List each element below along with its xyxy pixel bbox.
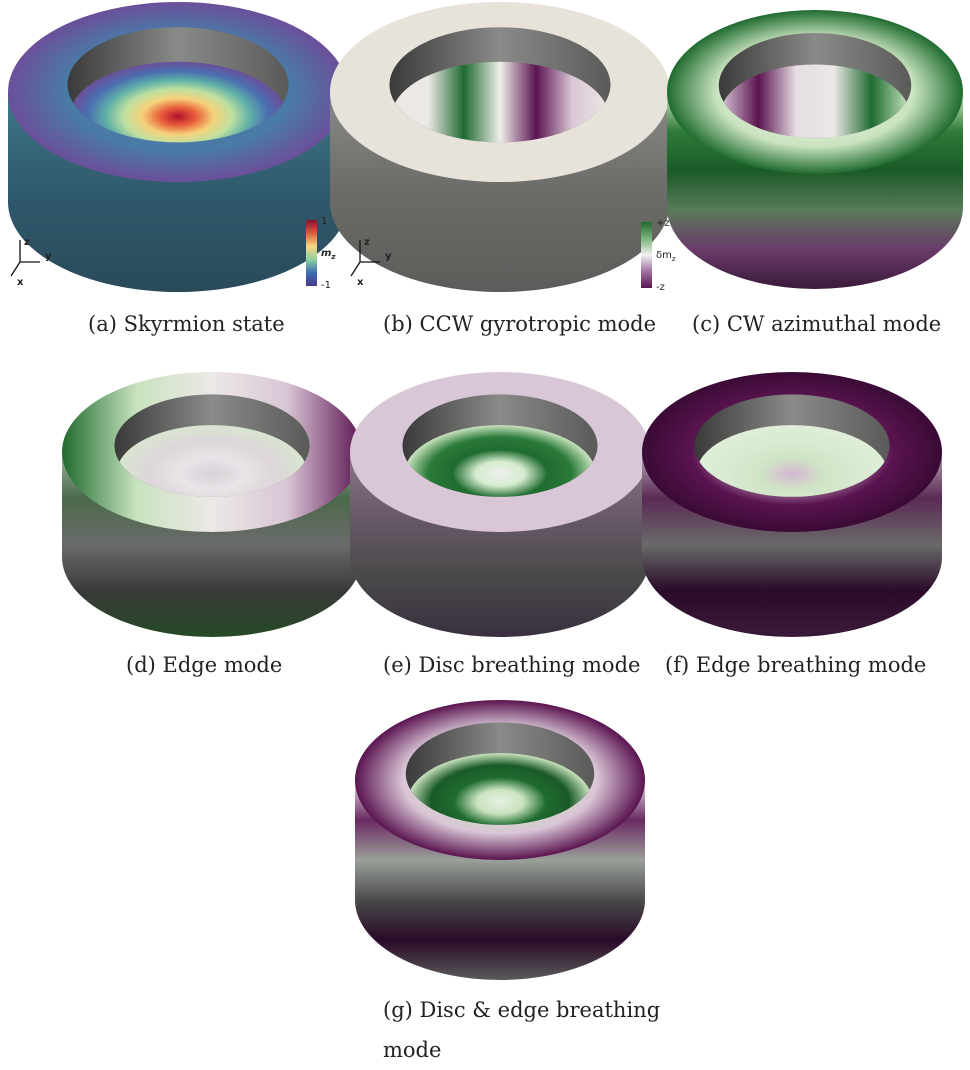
inner-disc xyxy=(720,64,910,138)
inner-disc xyxy=(404,425,596,497)
label-text: m xyxy=(321,248,331,259)
axis-label: y xyxy=(45,251,52,262)
caption: (b) CCW gyrotropic mode xyxy=(383,312,657,336)
label-sub: z xyxy=(330,253,336,261)
cylinder-render xyxy=(8,2,348,292)
caption: (e) Disc breathing mode xyxy=(383,653,641,677)
axis-x xyxy=(350,261,361,277)
cylinder-render xyxy=(330,2,670,292)
inner-disc xyxy=(391,61,609,143)
inner-disc xyxy=(116,425,308,497)
colorbar-max: +z xyxy=(656,218,670,229)
caption: (a) Skyrmion state xyxy=(88,312,285,336)
axis-label: y xyxy=(385,251,392,262)
inner-disc xyxy=(69,61,287,143)
colorbar xyxy=(641,222,652,288)
caption: (d) Edge mode xyxy=(126,653,283,677)
axis-label: x xyxy=(17,277,24,288)
caption: (c) CW azimuthal mode xyxy=(692,312,942,336)
colorbar-label: mz xyxy=(321,248,336,261)
inner-disc xyxy=(696,425,888,497)
inner-disc xyxy=(407,753,593,825)
axis-x xyxy=(10,261,21,277)
colorbar-label: δmz xyxy=(656,250,676,263)
axis-label: z xyxy=(24,237,30,248)
cylinder-render xyxy=(642,372,942,637)
colorbar xyxy=(306,220,317,286)
colorbar-max: 1 xyxy=(321,216,327,227)
colorbar-min: -1 xyxy=(321,280,331,291)
cylinder-render xyxy=(667,10,963,289)
cylinder-render xyxy=(355,700,645,980)
axis-label: x xyxy=(357,277,364,288)
caption: (f) Edge breathing mode xyxy=(665,653,927,677)
colorbar-min: -z xyxy=(656,282,665,293)
label-sub: z xyxy=(672,255,676,263)
label-text: δm xyxy=(656,250,672,261)
caption: (g) Disc & edge breathing mode xyxy=(383,998,661,1062)
cylinder-render xyxy=(350,372,650,637)
axis-label: z xyxy=(364,237,370,248)
cylinder-render xyxy=(62,372,362,637)
